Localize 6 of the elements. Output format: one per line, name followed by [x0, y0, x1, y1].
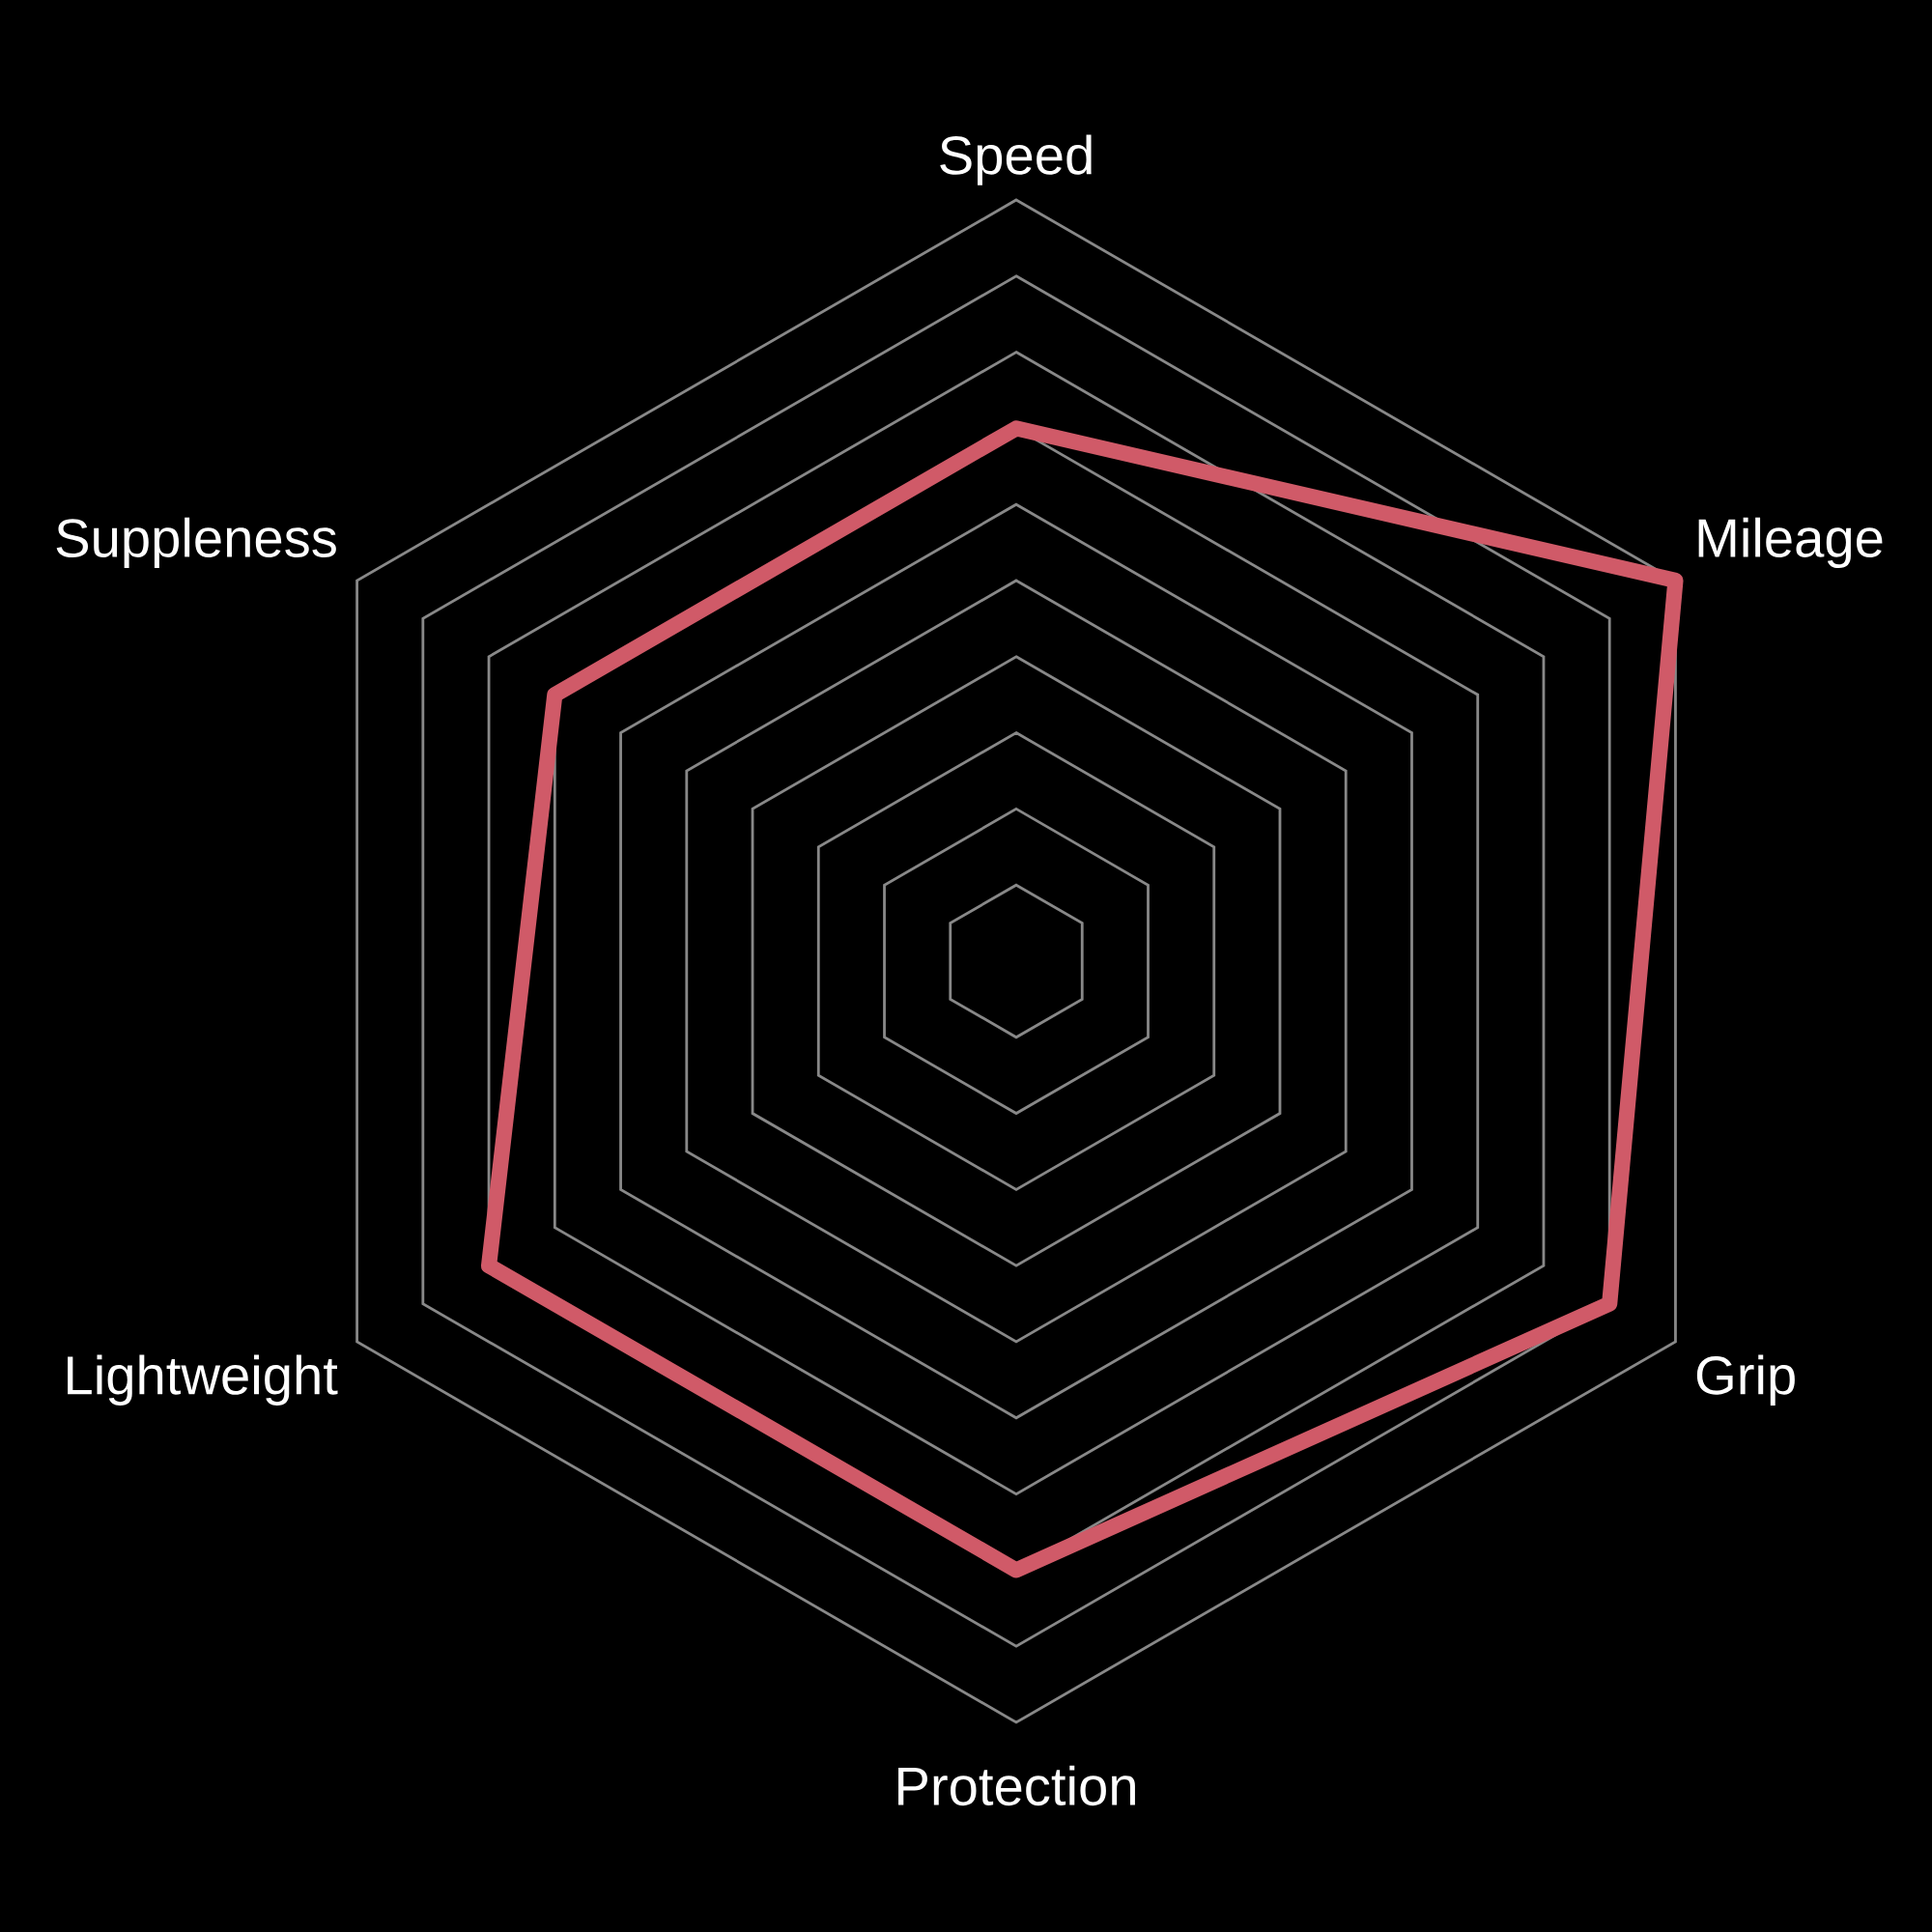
spoke-label: Protection — [898, 1765, 1135, 1806]
spoke-label: Speed — [940, 134, 1092, 185]
spoke-label: Grip — [1696, 1354, 1795, 1406]
spoke-label: Lightweight — [68, 1354, 338, 1406]
spoke-label: Mileage — [1698, 517, 1883, 569]
spoke-label: Suppleness — [56, 517, 336, 569]
